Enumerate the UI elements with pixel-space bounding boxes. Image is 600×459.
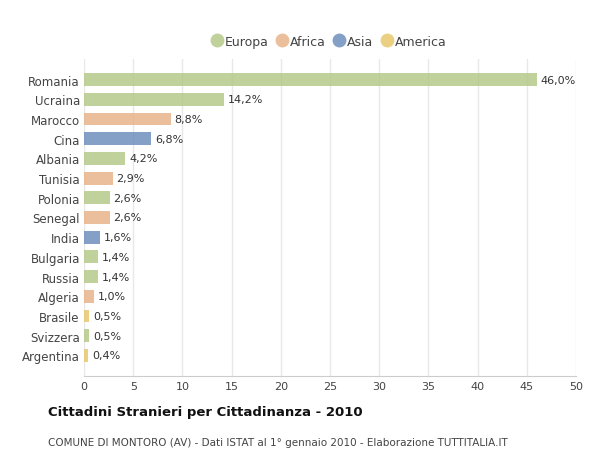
Text: 1,4%: 1,4% (102, 272, 130, 282)
Legend: Europa, Africa, Asia, America: Europa, Africa, Asia, America (209, 31, 451, 54)
Text: COMUNE DI MONTORO (AV) - Dati ISTAT al 1° gennaio 2010 - Elaborazione TUTTITALIA: COMUNE DI MONTORO (AV) - Dati ISTAT al 1… (48, 437, 508, 447)
Bar (84, 94, 224, 106)
Text: 1,6%: 1,6% (104, 233, 132, 243)
Bar (84, 212, 110, 224)
Text: 2,9%: 2,9% (116, 174, 145, 184)
Bar (84, 74, 536, 87)
Text: 8,8%: 8,8% (175, 115, 203, 125)
Text: 1,0%: 1,0% (98, 291, 126, 302)
Bar (84, 192, 110, 205)
Text: 2,6%: 2,6% (113, 213, 142, 223)
Text: 1,4%: 1,4% (102, 252, 130, 263)
Bar (84, 113, 170, 126)
Text: Cittadini Stranieri per Cittadinanza - 2010: Cittadini Stranieri per Cittadinanza - 2… (48, 405, 362, 419)
Bar (84, 310, 89, 323)
Text: 2,6%: 2,6% (113, 193, 142, 203)
Bar (84, 290, 94, 303)
Bar (84, 271, 98, 283)
Bar (84, 231, 100, 244)
Text: 0,5%: 0,5% (93, 331, 121, 341)
Bar (84, 251, 98, 264)
Text: 46,0%: 46,0% (541, 75, 576, 85)
Text: 0,5%: 0,5% (93, 311, 121, 321)
Text: 14,2%: 14,2% (227, 95, 263, 105)
Bar (84, 133, 151, 146)
Bar (84, 172, 113, 185)
Bar (84, 349, 88, 362)
Bar (84, 153, 125, 165)
Text: 6,8%: 6,8% (155, 134, 183, 145)
Bar (84, 330, 89, 342)
Text: 0,4%: 0,4% (92, 351, 120, 361)
Text: 4,2%: 4,2% (129, 154, 158, 164)
